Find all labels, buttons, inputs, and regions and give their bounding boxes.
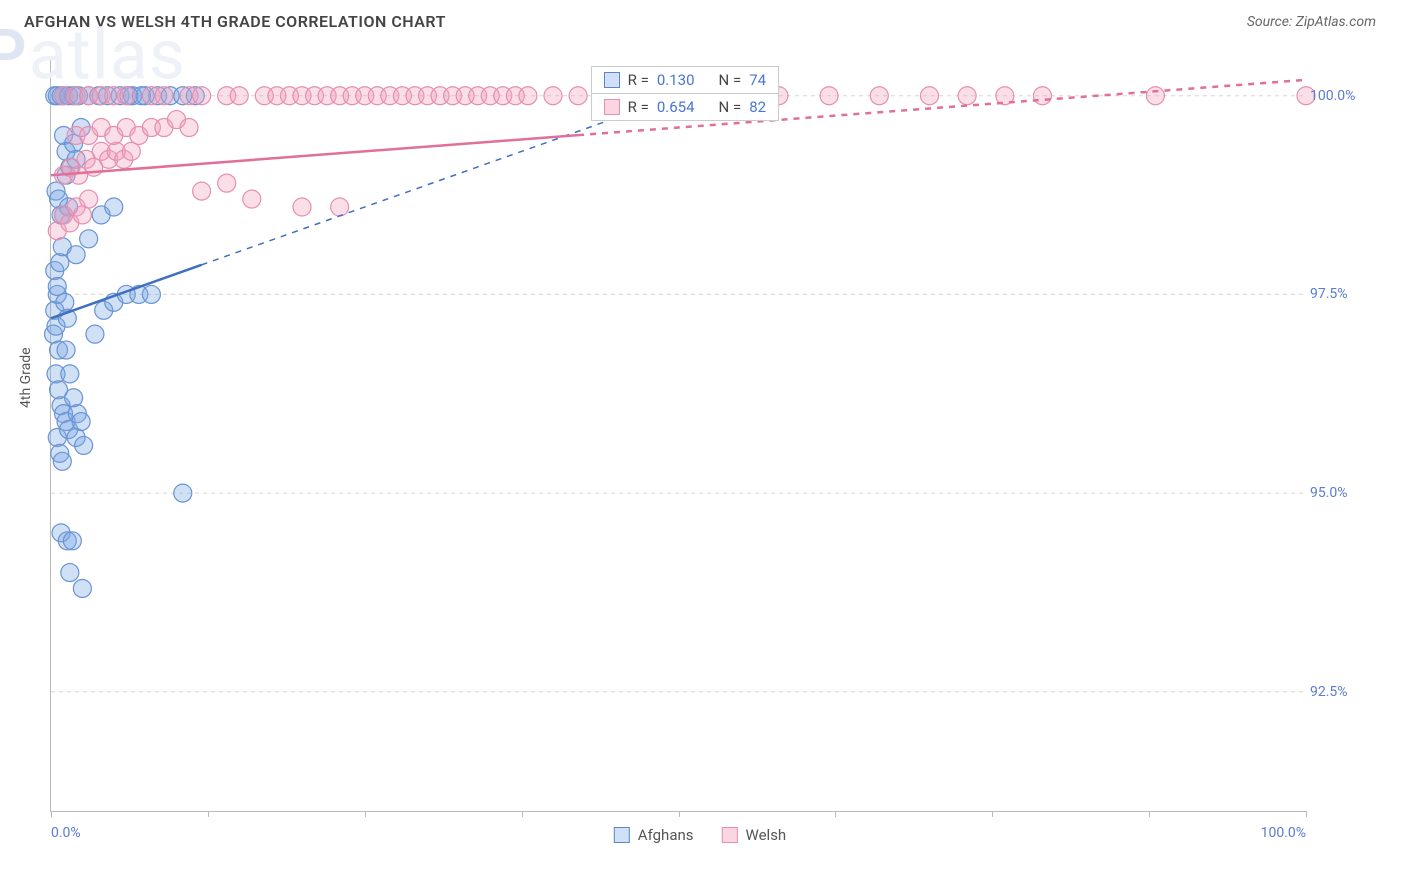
legend-swatch xyxy=(604,99,620,115)
trend-line xyxy=(51,265,202,318)
welsh-point xyxy=(193,182,211,200)
afghans-point xyxy=(65,389,83,407)
legend-item: Afghans xyxy=(614,826,694,844)
plot-svg: ZIPatlas xyxy=(51,56,1306,811)
legend-item: Welsh xyxy=(722,826,787,844)
legend-swatch xyxy=(614,827,630,843)
afghans-point xyxy=(67,246,85,264)
welsh-point xyxy=(569,87,587,105)
y-tick-label: 97.5% xyxy=(1310,286,1370,302)
welsh-point xyxy=(870,87,888,105)
afghans-point xyxy=(48,277,66,295)
legend-label: Afghans xyxy=(638,826,694,844)
chart-source: Source: ZipAtlas.com xyxy=(1247,14,1376,30)
plot-region: ZIPatlas R =0.130N =74R =0.654N =82 100.… xyxy=(50,56,1306,812)
welsh-point xyxy=(117,87,135,105)
n-label: N = xyxy=(719,71,742,89)
afghans-point xyxy=(51,254,69,272)
y-axis-label: 4th Grade xyxy=(18,347,34,408)
x-tick-label: 0.0% xyxy=(51,825,81,841)
r-label: R = xyxy=(628,98,649,116)
legend-label: Welsh xyxy=(746,826,787,844)
welsh-point xyxy=(1146,87,1164,105)
y-tick-label: 95.0% xyxy=(1310,485,1370,501)
afghans-point xyxy=(75,436,93,454)
welsh-point xyxy=(519,87,537,105)
r-label: R = xyxy=(628,71,649,89)
afghans-point xyxy=(57,341,75,359)
trend-line-dashed xyxy=(202,96,679,265)
welsh-point xyxy=(218,174,236,192)
stat-legend: R = 0.130 N = 74 R = 0.654 N = 82 xyxy=(591,66,779,121)
afghans-point xyxy=(61,365,79,383)
welsh-point xyxy=(155,87,173,105)
welsh-point xyxy=(958,87,976,105)
chart-area: 4th Grade ZIPatlas R =0.130N =74R =0.654… xyxy=(24,44,1376,852)
welsh-point xyxy=(243,190,261,208)
series-legend: Afghans Welsh xyxy=(614,826,786,844)
welsh-point xyxy=(193,87,211,105)
afghans-point xyxy=(105,198,123,216)
y-tick-label: 92.5% xyxy=(1310,684,1370,700)
legend-swatch xyxy=(604,72,620,88)
afghans-point xyxy=(174,484,192,502)
welsh-point xyxy=(921,87,939,105)
stat-legend-row: R = 0.654 N = 82 xyxy=(592,93,778,120)
welsh-point xyxy=(331,198,349,216)
x-tick-label: 100.0% xyxy=(1261,825,1306,841)
n-value: 74 xyxy=(749,71,766,89)
afghans-point xyxy=(53,452,71,470)
welsh-point xyxy=(293,198,311,216)
afghans-point xyxy=(142,285,160,303)
welsh-point xyxy=(1033,87,1051,105)
r-value: 0.654 xyxy=(657,98,695,116)
stat-legend-row: R = 0.130 N = 74 xyxy=(592,67,778,93)
y-tick-label: 100.0% xyxy=(1310,88,1370,104)
n-value: 82 xyxy=(749,98,766,116)
afghans-point xyxy=(73,579,91,597)
afghans-point xyxy=(80,230,98,248)
chart-title: AFGHAN VS WELSH 4TH GRADE CORRELATION CH… xyxy=(24,12,446,31)
afghans-point xyxy=(63,532,81,550)
afghans-point xyxy=(72,413,90,431)
r-value: 0.130 xyxy=(657,71,695,89)
afghans-point xyxy=(56,293,74,311)
welsh-point xyxy=(544,87,562,105)
afghans-point xyxy=(61,564,79,582)
afghans-point xyxy=(86,325,104,343)
welsh-point xyxy=(80,190,98,208)
legend-swatch xyxy=(722,827,738,843)
welsh-point xyxy=(180,119,198,137)
n-label: N = xyxy=(719,98,742,116)
welsh-point xyxy=(122,142,140,160)
welsh-point xyxy=(820,87,838,105)
welsh-point xyxy=(230,87,248,105)
